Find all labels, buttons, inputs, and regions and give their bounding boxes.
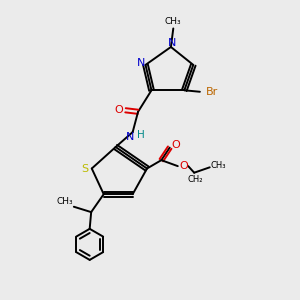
Text: CH₂: CH₂ — [188, 175, 203, 184]
Text: CH₃: CH₃ — [57, 197, 73, 206]
Text: N: N — [137, 58, 145, 68]
Text: O: O — [179, 161, 188, 171]
Text: CH₃: CH₃ — [210, 161, 226, 170]
Text: CH₃: CH₃ — [165, 17, 181, 26]
Text: O: O — [171, 140, 180, 150]
Text: Br: Br — [206, 87, 218, 97]
Text: S: S — [82, 164, 89, 173]
Text: H: H — [137, 130, 145, 140]
Text: N: N — [125, 132, 134, 142]
Text: O: O — [115, 105, 123, 115]
Text: N: N — [168, 38, 177, 47]
